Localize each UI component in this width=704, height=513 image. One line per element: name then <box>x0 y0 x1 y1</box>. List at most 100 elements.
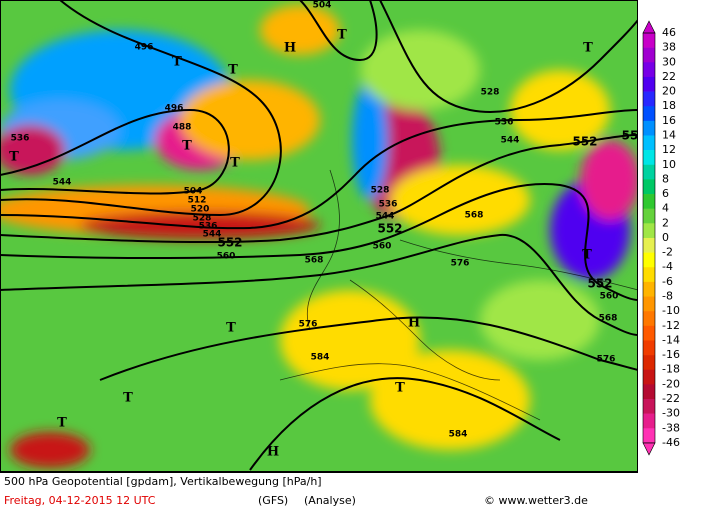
legend-label: -6 <box>662 275 673 288</box>
legend-label: -2 <box>662 246 673 259</box>
legend-band <box>643 208 655 224</box>
pressure-center: T <box>9 150 19 165</box>
legend-label: 14 <box>662 128 676 141</box>
contour-label: 536 <box>199 222 218 232</box>
legend-band <box>643 120 655 136</box>
legend-label: 20 <box>662 85 676 98</box>
contour-label: 528 <box>481 88 500 98</box>
legend-band <box>643 179 655 195</box>
legend-label: -38 <box>662 421 680 434</box>
contour-label: 488 <box>173 123 192 133</box>
legend-band <box>643 62 655 78</box>
contour-label: 568 <box>465 211 484 221</box>
legend-band <box>643 413 655 429</box>
pressure-center: T <box>226 321 236 336</box>
contour-label: 560 <box>373 242 392 252</box>
contour-label: 552 <box>377 222 402 236</box>
legend-band <box>643 384 655 400</box>
legend-label: 12 <box>662 143 676 156</box>
legend-label: 16 <box>662 114 676 127</box>
pressure-center: T <box>583 41 593 56</box>
legend: 4638302220181614121086420-2-4-6-8-10-12-… <box>642 20 680 456</box>
legend-label: 0 <box>662 231 669 244</box>
contour-label: 568 <box>305 256 324 266</box>
legend-band <box>643 296 655 312</box>
contour-label: 544 <box>501 136 520 146</box>
legend-band <box>643 150 655 166</box>
pressure-center: H <box>284 41 296 56</box>
pressure-center: T <box>123 391 133 406</box>
contour-label: 528 <box>193 214 212 224</box>
legend-band <box>643 223 655 239</box>
legend-band <box>643 33 655 48</box>
legend-label: 18 <box>662 99 676 112</box>
legend-band <box>643 135 655 151</box>
legend-band <box>643 76 655 92</box>
legend-band <box>643 428 655 444</box>
legend-label: -14 <box>662 333 680 346</box>
legend-band <box>643 325 655 341</box>
contour-label: 512 <box>188 196 207 206</box>
legend-band <box>643 399 655 414</box>
contour-label: 576 <box>451 259 470 269</box>
legend-label: -30 <box>662 407 680 420</box>
legend-band <box>643 369 655 385</box>
legend-label: 2 <box>662 216 669 229</box>
contour-label: 496 <box>135 43 154 53</box>
footer-title: 500 hPa Geopotential [gpdam], Vertikalbe… <box>4 475 322 488</box>
contour-label: 584 <box>449 430 468 440</box>
contour-label: 536 <box>11 134 30 144</box>
pressure-center: T <box>228 63 238 78</box>
legend-label: -4 <box>662 260 673 273</box>
contour-label: 528 <box>371 186 390 196</box>
legend-band <box>643 340 655 356</box>
coastlines <box>279 169 638 421</box>
legend-label: 4 <box>662 202 669 215</box>
footer-model: (GFS) <box>258 494 288 507</box>
pressure-center: T <box>182 139 192 154</box>
legend-band <box>643 106 655 122</box>
contour-label: 504 <box>313 1 332 11</box>
contour-label: 496 <box>165 104 184 114</box>
legend-label: 22 <box>662 70 676 83</box>
legend-label: -10 <box>662 304 680 317</box>
legend-label: -20 <box>662 377 680 390</box>
pressure-center: T <box>172 55 182 70</box>
footer-source: © www.wetter3.de <box>484 494 588 507</box>
contour-label: 544 <box>203 230 222 240</box>
contour-label: 55 <box>622 129 639 143</box>
contours <box>0 0 638 471</box>
legend-label: 46 <box>662 26 676 39</box>
map-labels: 5044964964885365445045125205285365445525… <box>9 1 639 460</box>
contour-label: 552 <box>217 236 242 250</box>
contour-label: 544 <box>53 178 72 188</box>
contour-label: 520 <box>191 205 210 215</box>
legend-band <box>643 91 655 107</box>
pressure-center: T <box>395 381 405 396</box>
legend-band <box>643 47 655 63</box>
legend-band <box>643 237 655 253</box>
legend-label: 10 <box>662 158 676 171</box>
legend-cap-bottom <box>642 442 656 456</box>
contour-label: 552 <box>587 277 612 291</box>
legend-band <box>643 164 655 180</box>
contour-label: 536 <box>379 200 398 210</box>
legend-band <box>643 281 655 297</box>
legend-label: 38 <box>662 41 676 54</box>
pressure-center: T <box>57 416 67 431</box>
legend-label: -8 <box>662 290 673 303</box>
legend-band <box>643 355 655 371</box>
pressure-center: H <box>267 445 279 460</box>
contour-label: 568 <box>599 314 618 324</box>
map-field <box>0 0 638 472</box>
pressure-center: H <box>408 316 420 331</box>
legend-label: -12 <box>662 319 680 332</box>
contour-label: 560 <box>600 292 619 302</box>
footer-date: Freitag, 04-12-2015 12 UTC <box>4 494 156 507</box>
legend-label: -18 <box>662 363 680 376</box>
contour-label: 584 <box>311 353 330 363</box>
legend-cap-top <box>642 20 656 34</box>
legend-band <box>643 194 655 209</box>
contour-label: 576 <box>299 320 318 330</box>
footer-kind: (Analyse) <box>304 494 356 507</box>
